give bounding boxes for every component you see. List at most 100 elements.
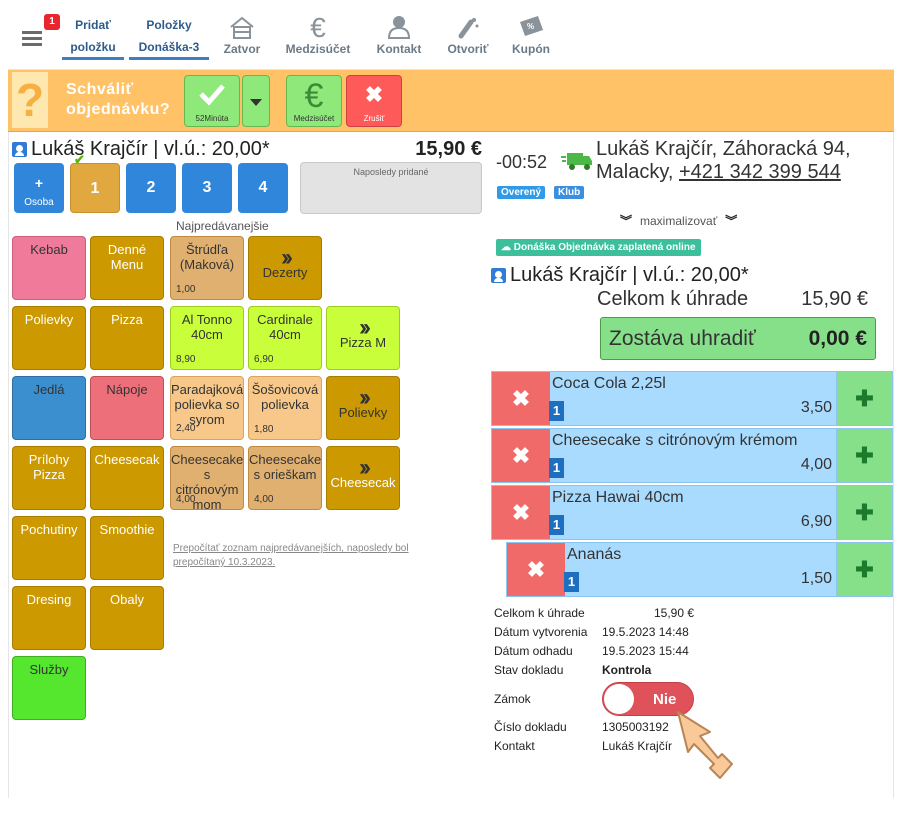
tab-add-item-line1: Pridať bbox=[75, 18, 111, 32]
cancel-button[interactable]: ✖ Zrušiť bbox=[346, 75, 402, 127]
close-button[interactable]: Zatvor bbox=[216, 8, 268, 68]
confirm-sublabel: 52Minúta bbox=[195, 114, 229, 123]
order-item-addon[interactable]: ✖ Ananás 1 1,50 ✚ bbox=[506, 542, 893, 597]
remaining-value: 0,00 € bbox=[808, 327, 867, 350]
remove-item-button[interactable]: ✖ bbox=[492, 372, 550, 425]
category-cheesecake-label: Cheesecak bbox=[94, 452, 160, 467]
double-chevron-right-icon: ›› bbox=[359, 314, 371, 341]
order-item[interactable]: ✖ Cheesecake s citrónovým krémom 1 4,00 … bbox=[491, 428, 893, 483]
person-icon bbox=[12, 142, 27, 158]
contact-button[interactable]: Kontakt bbox=[370, 8, 428, 68]
category-dressing[interactable]: Dresing bbox=[12, 586, 86, 650]
menu-button[interactable]: 1 bbox=[22, 14, 60, 48]
subtotal-button[interactable]: € Medzisúčet bbox=[286, 75, 342, 127]
order-item-price: 1,50 bbox=[800, 570, 832, 587]
category-packaging[interactable]: Obaly bbox=[90, 586, 164, 650]
order-item-name: Coca Cola 2,25l bbox=[552, 375, 666, 392]
order-item[interactable]: ✖ Coca Cola 2,25l 1 3,50 ✚ bbox=[491, 371, 893, 426]
info-contact-value: Lukáš Krajčír bbox=[602, 739, 673, 753]
person-icon bbox=[491, 268, 506, 284]
approval-bar: ? Schváliť objednávku? 52Minúta € Medzis… bbox=[8, 70, 894, 132]
category-drinks[interactable]: Nápoje bbox=[90, 376, 164, 440]
product-strudel[interactable]: Štrúdľa (Maková) 1,00 bbox=[170, 236, 244, 300]
product-tomato-soup-price: 2,40 bbox=[176, 423, 196, 434]
product-lentil-soup-label: Šošovicová polievka bbox=[251, 382, 319, 412]
remove-item-button[interactable]: ✖ bbox=[492, 429, 550, 482]
category-sauces[interactable]: Pochutiny bbox=[12, 516, 86, 580]
confirm-dropdown-button[interactable] bbox=[242, 75, 270, 127]
more-pizza-m-label: Pizza M bbox=[339, 335, 387, 350]
info-lock-label: Zámok bbox=[494, 692, 531, 706]
tab-items[interactable]: Položky Donáška-3 bbox=[129, 8, 209, 60]
close-icon: ✖ bbox=[511, 386, 531, 411]
category-cheesecake[interactable]: Cheesecak bbox=[90, 446, 164, 510]
category-pizza-sides-label: Prílohy Pizza bbox=[28, 452, 70, 482]
category-soups[interactable]: Polievky bbox=[12, 306, 86, 370]
maximize-toggle[interactable]: ︾ maximalizovať ︾ bbox=[620, 212, 737, 229]
order-item[interactable]: ✖ Pizza Hawai 40cm 1 6,90 ✚ bbox=[491, 485, 893, 540]
more-desserts-button[interactable]: ›› Dezerty bbox=[248, 236, 322, 300]
subtotal-nav-button[interactable]: € Medzisúčet bbox=[280, 8, 356, 68]
product-cheesecake-lemon-label: Cheesecake s citrónovým mom bbox=[171, 452, 244, 510]
product-lentil-soup[interactable]: Šošovicová polievka 1,80 bbox=[248, 376, 322, 440]
lock-toggle[interactable]: Nie bbox=[602, 682, 694, 716]
remove-item-button[interactable]: ✖ bbox=[492, 486, 550, 539]
close-icon: ✖ bbox=[364, 82, 384, 107]
recent-items-box[interactable]: Naposledy pridané bbox=[300, 162, 482, 214]
close-icon: ✖ bbox=[511, 443, 531, 468]
more-pizza-m-button[interactable]: ›› Pizza M bbox=[326, 306, 400, 370]
seat-2[interactable]: 2 bbox=[126, 163, 176, 213]
seat-1[interactable]: 1 ✔ bbox=[70, 152, 120, 213]
category-smoothie[interactable]: Smoothie bbox=[90, 516, 164, 580]
coupon-button[interactable]: % Kupón bbox=[508, 8, 554, 68]
coupon-label: Kupón bbox=[512, 42, 550, 56]
customer-phone-link[interactable]: +421 342 399 544 bbox=[678, 161, 841, 183]
increase-item-button[interactable]: ✚ bbox=[836, 372, 892, 425]
info-doc-label: Číslo dokladu bbox=[494, 720, 567, 734]
open-button[interactable]: Otvoriť bbox=[440, 8, 496, 68]
increase-item-button[interactable]: ✚ bbox=[836, 543, 892, 596]
category-pizza-sides[interactable]: Prílohy Pizza bbox=[12, 446, 86, 510]
confirm-button[interactable]: 52Minúta bbox=[184, 75, 240, 127]
category-daily-menu[interactable]: Denné Menu bbox=[90, 236, 164, 300]
category-kebab[interactable]: Kebab bbox=[12, 236, 86, 300]
product-cheesecake-nut[interactable]: Cheesecake s orieškam 4,00 bbox=[248, 446, 322, 510]
product-strudel-label: Štrúdľa (Maková) bbox=[179, 242, 235, 272]
category-pizza[interactable]: Pizza bbox=[90, 306, 164, 370]
recent-items-label: Naposledy pridané bbox=[353, 167, 429, 177]
order-item-qty: 1 bbox=[549, 458, 564, 478]
category-soups-label: Polievky bbox=[24, 312, 74, 327]
pointer-hand-icon bbox=[677, 711, 733, 779]
bestsellers-label: Najpredávanejšie bbox=[176, 219, 269, 233]
increase-item-button[interactable]: ✚ bbox=[836, 486, 892, 539]
order-total: 15,90 € bbox=[415, 138, 482, 160]
category-meals[interactable]: Jedlá bbox=[12, 376, 86, 440]
close-icon: ✖ bbox=[526, 557, 546, 582]
product-cardinale[interactable]: Cardinale 40cm 6,90 bbox=[248, 306, 322, 370]
product-al-tonno[interactable]: Al Tonno 40cm 8,90 bbox=[170, 306, 244, 370]
add-person-button[interactable]: + Osoba bbox=[14, 163, 64, 213]
recalculate-link[interactable]: Prepočítať zoznam najpredávanejších, nap… bbox=[173, 543, 409, 568]
seat-4[interactable]: 4 bbox=[238, 163, 288, 213]
increase-item-button[interactable]: ✚ bbox=[836, 429, 892, 482]
plus-icon: ✚ bbox=[855, 386, 874, 411]
more-soups-label: Polievky bbox=[338, 405, 388, 420]
tab-add-item[interactable]: Pridať položku bbox=[62, 8, 124, 60]
delivery-timer: -00:52 bbox=[496, 152, 548, 172]
double-chevron-right-icon: ›› bbox=[281, 244, 293, 271]
product-cardinale-price: 6,90 bbox=[254, 354, 274, 365]
remove-item-button[interactable]: ✖ bbox=[507, 543, 565, 596]
more-soups-button[interactable]: ›› Polievky bbox=[326, 376, 400, 440]
category-services[interactable]: Služby bbox=[12, 656, 86, 720]
product-tomato-soup[interactable]: Paradajková polievka so syrom 2,40 bbox=[170, 376, 244, 440]
seat-3[interactable]: 3 bbox=[182, 163, 232, 213]
info-dispatch-label: Dátum odhadu bbox=[494, 644, 573, 658]
product-cheesecake-lemon[interactable]: Cheesecake s citrónovým mom 4,00 bbox=[170, 446, 244, 510]
customer-city: Malacky, bbox=[596, 161, 679, 183]
order-item-name: Ananás bbox=[567, 546, 622, 563]
chevrons-down-icon: ︾ bbox=[620, 214, 633, 228]
card-icon: ☁ bbox=[501, 242, 514, 253]
product-tomato-soup-label: Paradajková polievka so syrom bbox=[171, 382, 244, 427]
chevron-down-icon bbox=[250, 99, 262, 106]
more-cheesecake-button[interactable]: ›› Cheesecak bbox=[326, 446, 400, 510]
